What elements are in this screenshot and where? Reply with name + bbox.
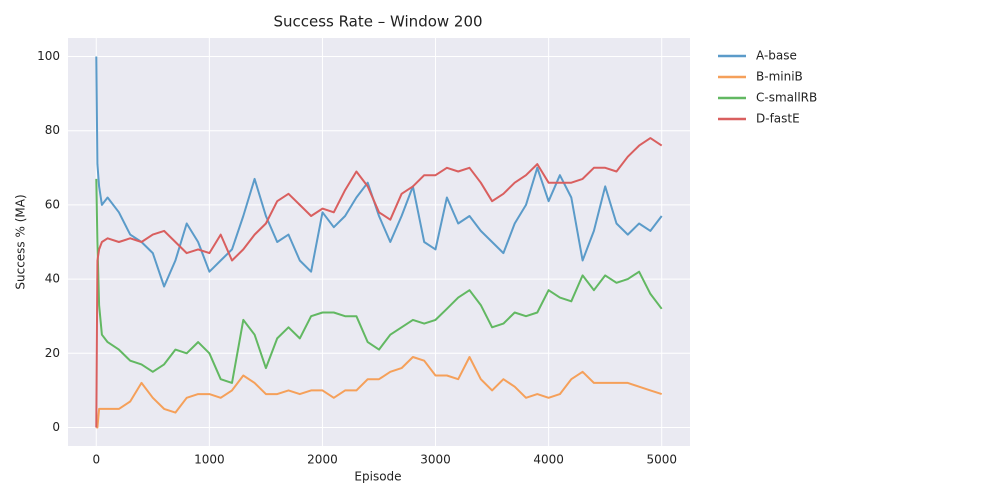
legend-label: A-base (756, 49, 797, 63)
legend-label: B-miniB (756, 70, 803, 84)
series-line (96, 356, 663, 429)
x-tick-label: 5000 (646, 453, 677, 467)
x-tick-label: 0 (92, 453, 100, 467)
y-tick-label: 60 (45, 197, 60, 211)
x-tick-label: 4000 (533, 453, 564, 467)
x-tick-label: 2000 (307, 453, 338, 467)
y-axis-label: Success % (MA) (14, 194, 28, 289)
series-line (95, 137, 663, 428)
series-line (95, 56, 663, 288)
y-tick-label: 100 (37, 49, 60, 63)
chart-title: Success Rate – Window 200 (273, 13, 482, 31)
x-tick-label: 1000 (194, 453, 225, 467)
y-tick-label: 40 (45, 272, 60, 286)
series-line (95, 178, 663, 384)
x-axis-label: Episode (354, 470, 401, 484)
y-tick-label: 80 (45, 123, 60, 137)
y-tick-label: 0 (52, 420, 60, 434)
legend-label: D-fastE (756, 112, 800, 126)
y-tick-label: 20 (45, 346, 60, 360)
plot-area (68, 38, 690, 446)
x-tick-label: 3000 (420, 453, 451, 467)
legend-label: C-smallRB (756, 91, 817, 105)
